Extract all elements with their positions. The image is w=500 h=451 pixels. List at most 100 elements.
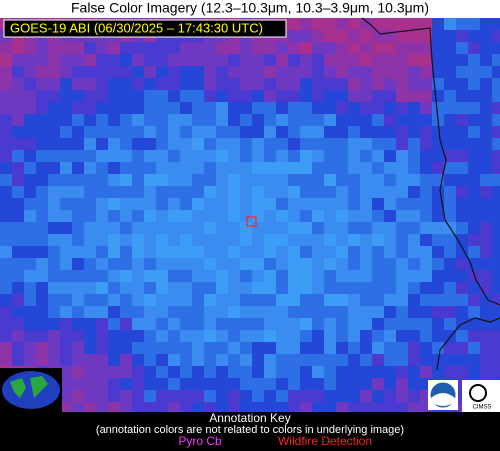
pixel-block (360, 270, 372, 282)
pixel-block (360, 246, 372, 258)
pixel-block (168, 150, 180, 162)
pixel-block (432, 198, 444, 210)
pixel-block (312, 318, 324, 330)
pixel-block (336, 330, 348, 342)
pixel-block (324, 402, 336, 412)
pixel-block (0, 66, 12, 78)
pixel-block (192, 66, 204, 78)
pixel-block (84, 294, 96, 306)
pixel-block (492, 126, 500, 138)
pixel-block (144, 258, 156, 270)
pixel-block (348, 138, 360, 150)
pixel-block (348, 294, 360, 306)
pixel-block (408, 30, 420, 42)
pixel-block (132, 126, 144, 138)
pixel-block (132, 378, 144, 390)
pixel-block (180, 66, 192, 78)
pixel-block (36, 306, 48, 318)
pixel-block (216, 390, 228, 402)
pixel-block (348, 222, 360, 234)
pixel-block (36, 126, 48, 138)
pixel-block (96, 258, 108, 270)
pixel-block (252, 270, 264, 282)
pixel-block (252, 66, 264, 78)
pixel-block (420, 210, 432, 222)
pixel-block (324, 162, 336, 174)
pixel-block (396, 30, 408, 42)
pixel-block (96, 66, 108, 78)
pixel-block (192, 330, 204, 342)
pixel-block (312, 66, 324, 78)
pixel-block (456, 246, 468, 258)
pixel-block (420, 114, 432, 126)
pixel-block (420, 258, 432, 270)
pixel-block (288, 366, 300, 378)
pixel-block (156, 402, 168, 412)
pixel-block (456, 366, 468, 378)
pixel-block (240, 318, 252, 330)
pixel-block (300, 78, 312, 90)
pixel-block (312, 102, 324, 114)
pixel-block (300, 390, 312, 402)
pixel-block (444, 354, 456, 366)
pixel-block (120, 354, 132, 366)
pixel-block (264, 294, 276, 306)
pixel-block (372, 378, 384, 390)
pixel-block (192, 246, 204, 258)
pixel-block (72, 102, 84, 114)
pixel-block (444, 318, 456, 330)
pixel-block (0, 150, 12, 162)
pixel-block (72, 258, 84, 270)
pixel-block (84, 90, 96, 102)
pixel-block (204, 210, 216, 222)
pixel-block (432, 282, 444, 294)
pixel-block (108, 342, 120, 354)
pixel-block (480, 210, 492, 222)
pixel-block (24, 354, 36, 366)
pixel-block (468, 282, 480, 294)
pixel-block (84, 54, 96, 66)
pixel-block (240, 78, 252, 90)
pixel-block (492, 330, 500, 342)
pixel-block (336, 306, 348, 318)
pixel-block (300, 330, 312, 342)
pixel-block (228, 330, 240, 342)
pixel-block (372, 222, 384, 234)
pixel-block (144, 270, 156, 282)
pixel-block (372, 402, 384, 412)
pixel-block (360, 78, 372, 90)
pixel-block (72, 162, 84, 174)
pixel-block (420, 354, 432, 366)
pixel-block (420, 402, 432, 412)
pixel-block (24, 306, 36, 318)
pixel-block (96, 138, 108, 150)
pixel-block (60, 234, 72, 246)
pixel-block (24, 234, 36, 246)
pixel-block (408, 174, 420, 186)
pixel-block (264, 90, 276, 102)
pixel-block (84, 210, 96, 222)
pixel-block (348, 162, 360, 174)
pixel-block (384, 162, 396, 174)
pixel-block (384, 126, 396, 138)
pixel-block (312, 378, 324, 390)
pixel-block (216, 306, 228, 318)
pixel-block (48, 234, 60, 246)
pixel-block (108, 378, 120, 390)
pixel-block (264, 330, 276, 342)
pixel-block (348, 18, 360, 30)
pixel-block (228, 174, 240, 186)
pixel-block (36, 114, 48, 126)
pixel-block (408, 186, 420, 198)
pixel-block (420, 330, 432, 342)
pixel-block (204, 258, 216, 270)
pixel-block (240, 42, 252, 54)
pixel-block (384, 138, 396, 150)
pixel-block (408, 330, 420, 342)
pixel-block (132, 186, 144, 198)
pixel-block (384, 294, 396, 306)
pixel-block (168, 294, 180, 306)
pixel-block (204, 186, 216, 198)
pixel-block (288, 402, 300, 412)
pixel-block (144, 90, 156, 102)
